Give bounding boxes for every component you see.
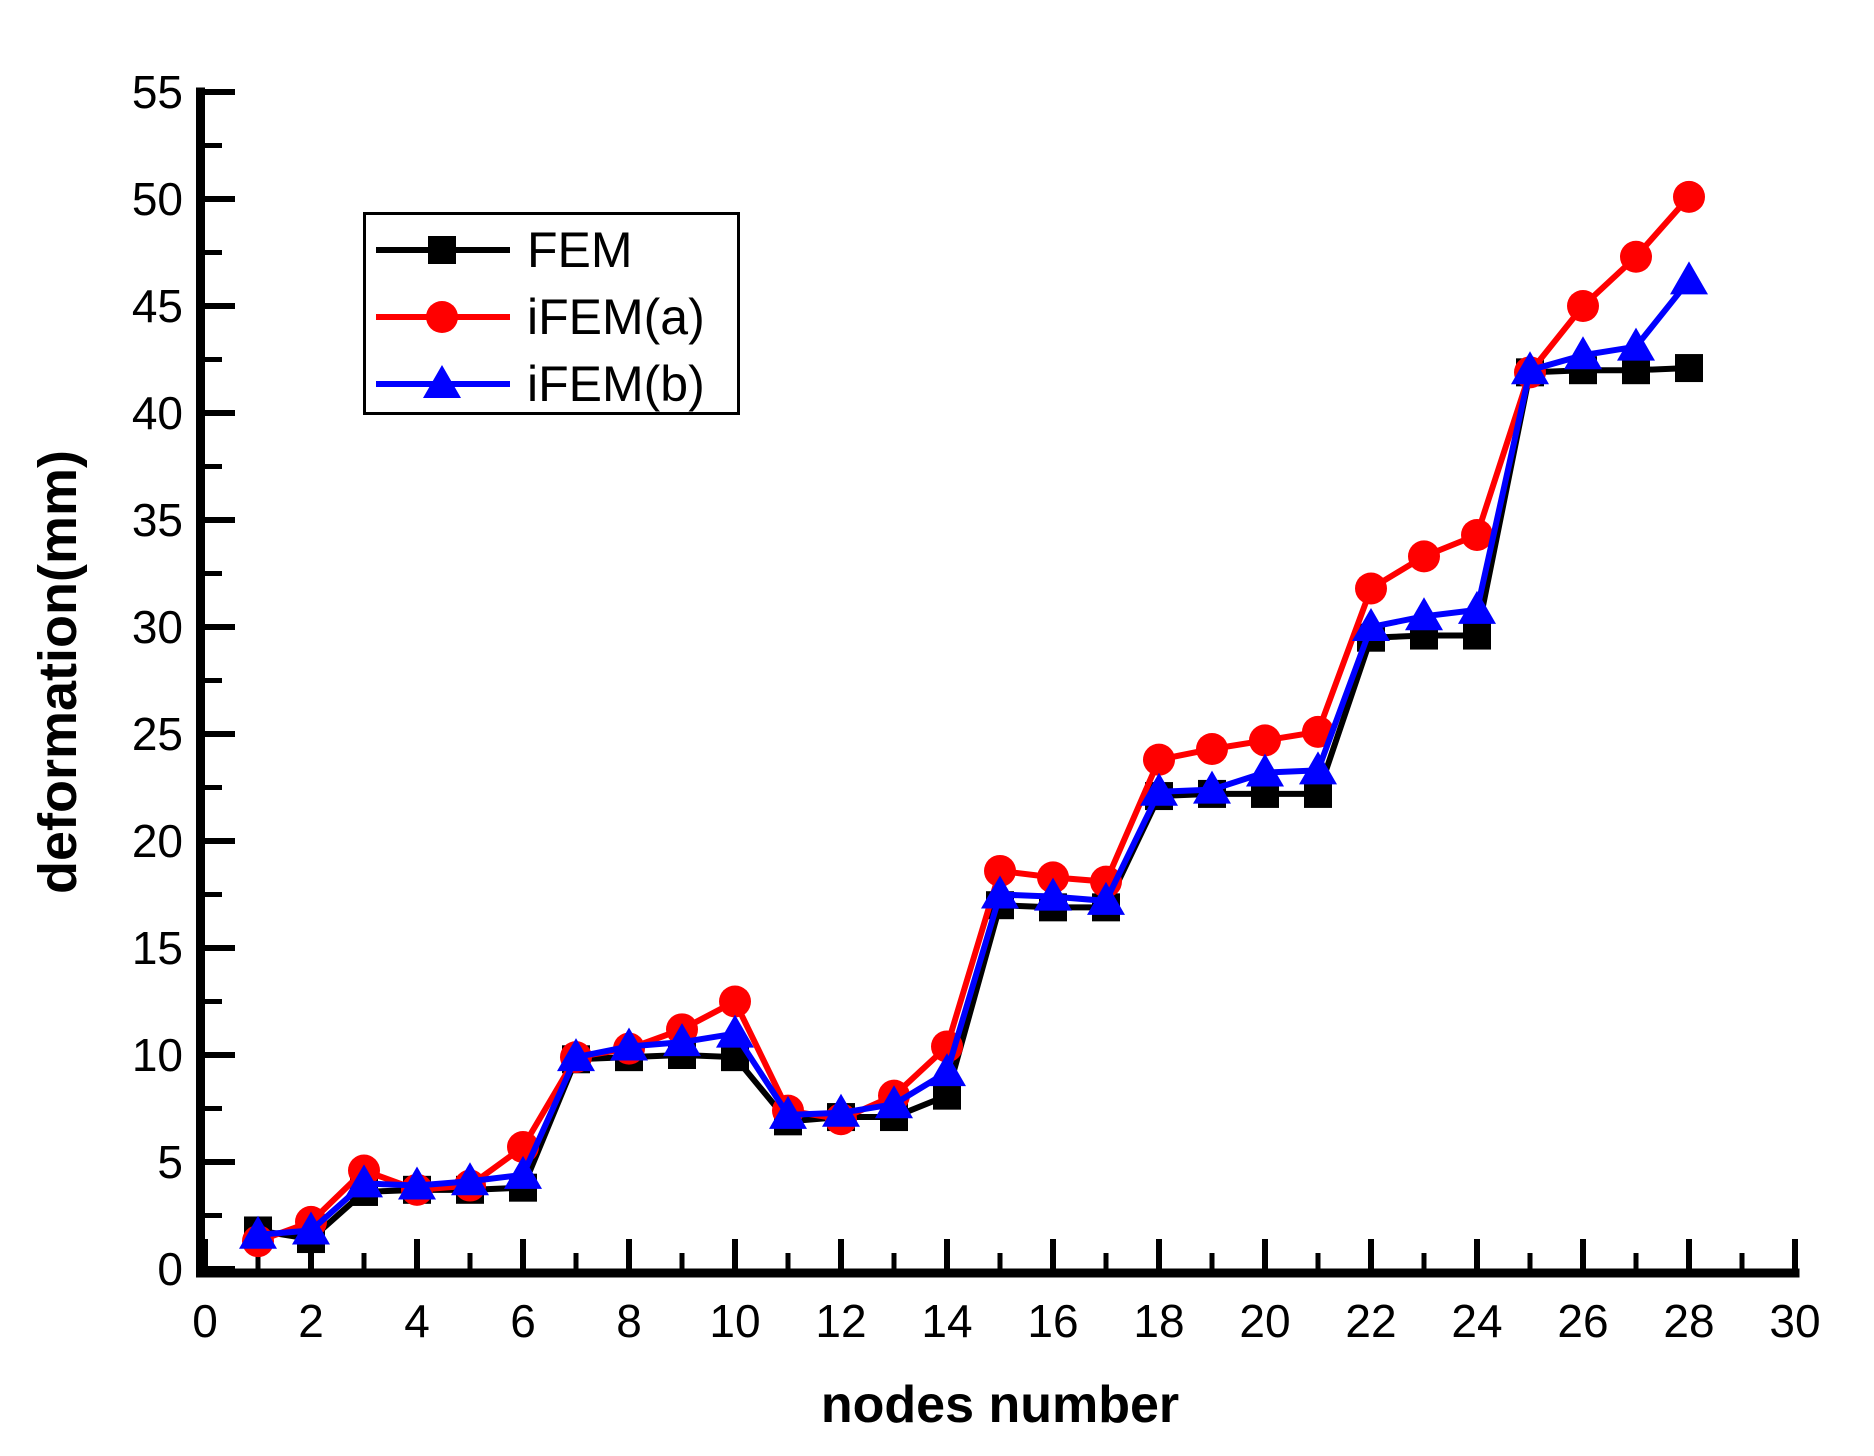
y-tick-label: 55: [132, 66, 183, 118]
data-point-ifem-b: [769, 1095, 807, 1129]
y-tick-label: 20: [132, 815, 183, 867]
y-tick-label: 30: [132, 601, 183, 653]
data-point-ifem-a: [719, 985, 751, 1018]
series-line-fem: [257, 365, 1690, 1243]
x-tick-label: 6: [510, 1295, 536, 1347]
data-point-ifem-b: [1299, 751, 1337, 785]
data-point-ifem-b: [292, 1211, 330, 1245]
y-tick-label: 25: [132, 708, 183, 760]
data-point-ifem-b: [1034, 877, 1072, 911]
series-line-ifem-a: [256, 194, 1692, 1244]
legend-item-fem: FEM: [366, 216, 737, 283]
y-tick-label: 40: [132, 387, 183, 439]
data-point-fem: [1304, 779, 1332, 808]
x-tick-label: 30: [1769, 1295, 1820, 1347]
data-point-ifem-b: [716, 1014, 754, 1048]
y-axis-title: deformation(mm): [28, 450, 88, 894]
data-point-ifem-a: [1302, 715, 1334, 748]
x-tick-label: 16: [1027, 1295, 1078, 1347]
data-point-fem: [1675, 354, 1703, 383]
data-point-ifem-a: [1461, 518, 1493, 551]
data-point-ifem-a: [1143, 743, 1175, 776]
x-tick-label: 0: [192, 1295, 218, 1347]
data-point-ifem-b: [345, 1164, 383, 1198]
x-tick-label: 4: [404, 1295, 430, 1347]
data-point-ifem-b: [1670, 261, 1708, 295]
data-point-ifem-b: [1617, 327, 1655, 361]
y-tick-label: 0: [157, 1243, 183, 1295]
data-point-ifem-b: [822, 1093, 860, 1127]
legend-swatch-fem-square-icon: [376, 235, 510, 264]
x-tick-label: 18: [1133, 1295, 1184, 1347]
data-point-ifem-a: [984, 854, 1016, 887]
data-point-ifem-a: [1567, 290, 1599, 322]
x-tick-label: 10: [709, 1295, 760, 1347]
x-axis-title: nodes number: [820, 1376, 1180, 1434]
data-point-ifem-a: [1408, 540, 1440, 573]
x-tick-label: 26: [1557, 1295, 1608, 1347]
series-line-ifem-b: [257, 278, 1692, 1238]
x-tick-label: 14: [921, 1295, 972, 1347]
legend-swatch-ifem-a-circle-icon: [376, 300, 510, 333]
data-point-ifem-b: [1193, 770, 1231, 804]
data-point-ifem-b: [1405, 597, 1443, 631]
data-point-ifem-a: [1037, 861, 1069, 894]
data-point-ifem-b: [1087, 881, 1125, 915]
y-tick-label: 50: [132, 173, 183, 225]
y-tick-label: 15: [132, 922, 183, 974]
data-point-ifem-b: [610, 1027, 648, 1061]
x-tick-label: 20: [1239, 1295, 1290, 1347]
x-tick-label: 22: [1345, 1295, 1396, 1347]
y-tick-label: 5: [157, 1136, 183, 1188]
data-point-fem: [1463, 621, 1491, 650]
x-tick-label: 24: [1451, 1295, 1502, 1347]
legend-marker-fem: [428, 235, 456, 264]
data-point-ifem-b: [504, 1155, 542, 1189]
data-point-fem: [933, 1081, 961, 1110]
data-point-ifem-b: [928, 1053, 966, 1087]
data-point-ifem-b: [663, 1023, 701, 1057]
data-point-ifem-b: [1564, 336, 1602, 370]
y-tick-label: 35: [132, 494, 183, 546]
legend-item-ifem-b: iFEM(b): [366, 350, 737, 417]
data-point-ifem-b: [875, 1085, 913, 1119]
data-point-ifem-a: [1196, 732, 1228, 765]
x-tick-label: 2: [298, 1295, 324, 1347]
data-point-ifem-b: [981, 875, 1019, 909]
legend-item-ifem-a: iFEM(a): [366, 283, 737, 350]
data-point-ifem-b: [398, 1166, 436, 1200]
data-point-ifem-a: [1620, 240, 1652, 273]
legend-swatch-ifem-b-triangle-icon: [376, 364, 510, 398]
data-point-ifem-b: [1458, 590, 1496, 624]
data-point-ifem-b: [1511, 351, 1549, 385]
legend-label-ifem-a: iFEM(a): [527, 288, 705, 345]
data-point-ifem-b: [451, 1162, 489, 1196]
x-tick-label: 12: [815, 1295, 866, 1347]
data-point-ifem-b: [557, 1038, 595, 1072]
data-point-fem: [1622, 356, 1650, 385]
series-ifem-b: [239, 261, 1708, 1249]
data-point-ifem-a: [1355, 572, 1387, 605]
y-tick-label: 10: [132, 1029, 183, 1081]
legend-marker-ifem-b: [423, 364, 461, 398]
legend-label-fem: FEM: [527, 221, 633, 278]
y-tick-label: 45: [132, 280, 183, 332]
x-tick-label: 8: [616, 1295, 642, 1347]
data-point-ifem-b: [239, 1215, 277, 1249]
legend-marker-ifem-a: [426, 300, 458, 333]
legend-label-ifem-b: iFEM(b): [527, 355, 705, 412]
data-point-ifem-b: [1140, 772, 1178, 806]
axes: [196, 87, 1800, 1278]
x-tick-label: 28: [1663, 1295, 1714, 1347]
data-point-ifem-a: [1673, 180, 1705, 213]
series-fem: [244, 354, 1703, 1254]
data-point-ifem-b: [1352, 608, 1390, 641]
data-point-ifem-a: [1249, 724, 1281, 757]
legend: FEM iFEM(a) iFEM(b): [363, 212, 740, 415]
data-point-ifem-b: [1246, 753, 1284, 787]
